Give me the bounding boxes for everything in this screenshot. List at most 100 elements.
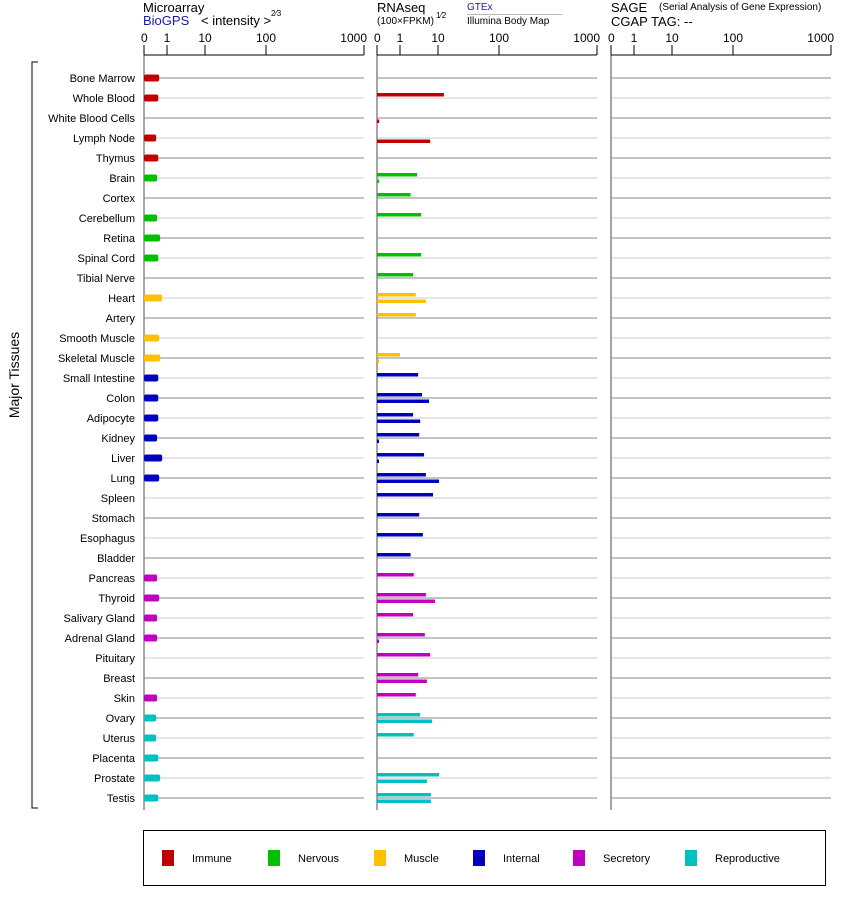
tissue-label: Colon bbox=[106, 393, 135, 405]
gtex-bar bbox=[377, 213, 422, 217]
tissue-label: Stomach bbox=[92, 513, 135, 525]
gtex-bar bbox=[377, 653, 431, 657]
legend-swatch-nervous bbox=[268, 850, 280, 866]
gtex-bar bbox=[377, 493, 434, 497]
gtex-bar bbox=[377, 773, 440, 777]
tissue-label: Cerebellum bbox=[79, 213, 135, 225]
illumina-bar bbox=[377, 459, 379, 463]
microarray-bar bbox=[144, 354, 161, 362]
sage-subtitle: (Serial Analysis of Gene Expression) bbox=[659, 2, 822, 13]
tissue-label: Pancreas bbox=[89, 573, 136, 585]
axis-tick-label: 1 bbox=[164, 31, 171, 45]
rnaseq-units: (100×FPKM) bbox=[377, 16, 434, 27]
tissue-label: Skin bbox=[114, 693, 135, 705]
microarray-units: < intensity > bbox=[201, 13, 272, 28]
illumina-bar bbox=[377, 139, 431, 143]
tissue-label: Skeletal Muscle bbox=[58, 353, 135, 365]
gtex-bar bbox=[377, 353, 400, 357]
illumina-bar bbox=[377, 779, 427, 783]
gtex-bar bbox=[377, 373, 419, 377]
gtex-bar bbox=[377, 633, 425, 637]
tissue-label: Ovary bbox=[106, 713, 136, 725]
illumina-bar bbox=[377, 639, 379, 643]
axis-tick-label: 100 bbox=[256, 31, 276, 45]
microarray-bar bbox=[144, 614, 158, 622]
gtex-bar bbox=[377, 173, 417, 177]
gtex-bar bbox=[377, 573, 414, 577]
illumina-bar bbox=[377, 299, 426, 303]
legend-label-nervous: Nervous bbox=[298, 853, 339, 865]
microarray-bar bbox=[144, 634, 158, 642]
microarray-bar bbox=[144, 414, 159, 422]
axis-tick-label: 1000 bbox=[807, 31, 834, 45]
tissue-label: Liver bbox=[111, 453, 135, 465]
microarray-bar bbox=[144, 294, 163, 302]
tissue-label: Kidney bbox=[101, 433, 135, 445]
axis-tick-label: 100 bbox=[723, 31, 743, 45]
axis-tick-label: 0 bbox=[141, 31, 148, 45]
illumina-bar bbox=[377, 719, 433, 723]
tissue-label: Esophagus bbox=[80, 533, 136, 545]
legend-label-internal: Internal bbox=[503, 853, 540, 865]
gtex-bar bbox=[377, 273, 414, 277]
tissue-label: Prostate bbox=[94, 773, 135, 785]
tissue-label: Placenta bbox=[92, 753, 136, 765]
axis-tick-label: 0 bbox=[374, 31, 381, 45]
tissue-label: Bone Marrow bbox=[70, 73, 135, 85]
microarray-bar bbox=[144, 374, 159, 382]
microarray-bar bbox=[144, 754, 159, 762]
microarray-bar bbox=[144, 154, 159, 162]
tissue-label: Spleen bbox=[101, 493, 135, 505]
axis-tick-label: 10 bbox=[198, 31, 212, 45]
gtex-bar bbox=[377, 453, 425, 457]
legend-swatch-reproductive bbox=[685, 850, 697, 866]
microarray-bar bbox=[144, 234, 161, 242]
gtex-bar bbox=[377, 93, 444, 97]
tissue-label: Thyroid bbox=[98, 593, 135, 605]
tissue-label: Cortex bbox=[103, 193, 136, 205]
microarray-title: Microarray bbox=[143, 0, 205, 15]
microarray-bar bbox=[144, 734, 157, 742]
gtex-bar bbox=[377, 293, 416, 297]
microarray-bar bbox=[144, 394, 159, 402]
gtex-bar bbox=[377, 413, 414, 417]
microarray-bar bbox=[144, 254, 159, 262]
illumina-label: Illumina Body Map bbox=[467, 16, 550, 27]
tissue-label: Whole Blood bbox=[73, 93, 135, 105]
gtex-bar bbox=[377, 393, 423, 397]
biogps-link[interactable]: BioGPS bbox=[143, 13, 190, 28]
legend-label-muscle: Muscle bbox=[404, 853, 439, 865]
tissue-label: Testis bbox=[107, 793, 136, 805]
microarray-bar bbox=[144, 214, 158, 222]
tissue-label: Heart bbox=[108, 293, 135, 305]
microarray-bar bbox=[144, 774, 161, 782]
illumina-bar bbox=[377, 799, 431, 803]
illumina-bar bbox=[377, 679, 427, 683]
gtex-link[interactable]: GTEx bbox=[467, 2, 493, 13]
tissue-label: Thymus bbox=[96, 153, 136, 165]
axis-tick-label: 1000 bbox=[573, 31, 600, 45]
microarray-bar bbox=[144, 474, 160, 482]
legend-swatch-muscle bbox=[374, 850, 386, 866]
microarray-bar bbox=[144, 134, 157, 142]
axis-tick-label: 0 bbox=[608, 31, 615, 45]
gtex-bar bbox=[377, 433, 420, 437]
tissue-label: Lymph Node bbox=[73, 133, 135, 145]
legend-label-reproductive: Reproductive bbox=[715, 853, 780, 865]
gtex-bar bbox=[377, 193, 411, 197]
microarray-bar bbox=[144, 574, 158, 582]
tissue-label: Spinal Cord bbox=[78, 253, 135, 265]
tissue-label: Artery bbox=[106, 313, 136, 325]
gtex-bar bbox=[377, 733, 414, 737]
illumina-bar bbox=[377, 399, 430, 403]
microarray-exponent: 2⁄3 bbox=[271, 9, 282, 18]
illumina-bar bbox=[377, 479, 440, 483]
tissue-label: Breast bbox=[103, 673, 135, 685]
legend-box bbox=[143, 830, 826, 886]
microarray-bar bbox=[144, 74, 160, 82]
cgap-tag-label: CGAP TAG: bbox=[611, 14, 681, 29]
gtex-bar bbox=[377, 713, 421, 717]
gtex-bar bbox=[377, 473, 426, 477]
